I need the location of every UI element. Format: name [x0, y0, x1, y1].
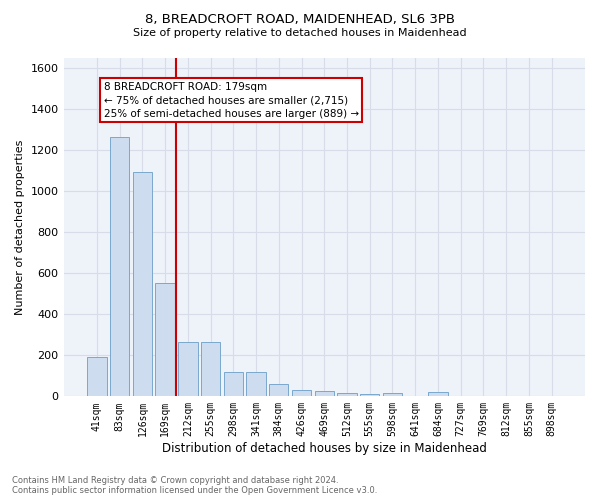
Bar — [383, 394, 402, 396]
Bar — [178, 342, 197, 396]
Y-axis label: Number of detached properties: Number of detached properties — [15, 139, 25, 314]
Text: 8 BREADCROFT ROAD: 179sqm
← 75% of detached houses are smaller (2,715)
25% of se: 8 BREADCROFT ROAD: 179sqm ← 75% of detac… — [104, 82, 359, 118]
Bar — [133, 172, 152, 396]
Text: 8, BREADCROFT ROAD, MAIDENHEAD, SL6 3PB: 8, BREADCROFT ROAD, MAIDENHEAD, SL6 3PB — [145, 12, 455, 26]
Bar — [428, 392, 448, 396]
Bar — [269, 384, 289, 396]
Bar — [110, 136, 130, 396]
Text: Contains HM Land Registry data © Crown copyright and database right 2024.
Contai: Contains HM Land Registry data © Crown c… — [12, 476, 377, 495]
Bar — [292, 390, 311, 396]
Bar — [224, 372, 243, 396]
Bar — [87, 358, 107, 397]
Bar — [314, 391, 334, 396]
Bar — [337, 394, 356, 396]
Bar — [360, 394, 379, 396]
X-axis label: Distribution of detached houses by size in Maidenhead: Distribution of detached houses by size … — [162, 442, 487, 455]
Bar — [201, 342, 220, 396]
Text: Size of property relative to detached houses in Maidenhead: Size of property relative to detached ho… — [133, 28, 467, 38]
Bar — [155, 284, 175, 397]
Bar — [247, 372, 266, 396]
